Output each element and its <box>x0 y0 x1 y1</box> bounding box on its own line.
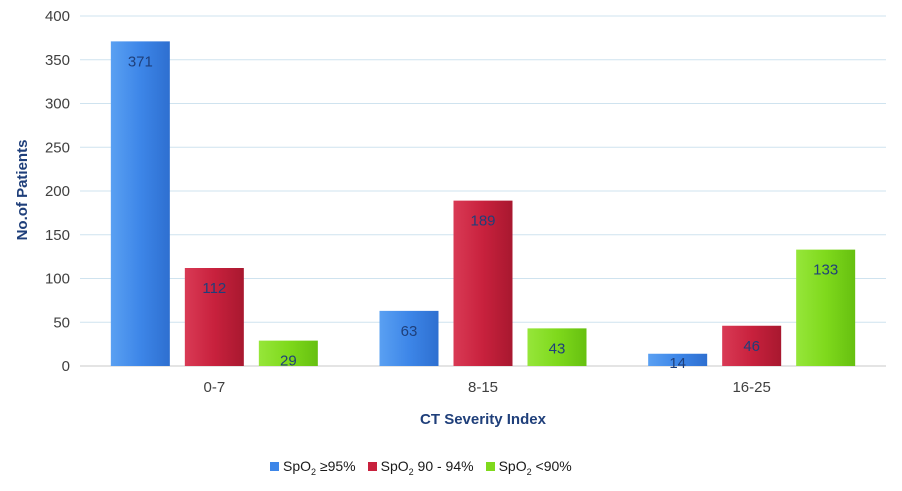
data-label: 14 <box>669 355 686 372</box>
bar <box>527 328 587 366</box>
y-tick-label: 50 <box>53 314 70 331</box>
data-label: 133 <box>813 262 838 279</box>
data-labels: 371 112 29 63 189 43 14 46 133 <box>128 53 838 371</box>
y-tick-label: 400 <box>45 8 70 25</box>
y-tick-label: 300 <box>45 96 70 113</box>
data-label: 112 <box>202 280 226 297</box>
y-tick-label: 0 <box>62 358 70 375</box>
y-axis-ticks: 0 50 100 150 200 250 300 350 400 <box>45 8 70 375</box>
legend-label: SpO2 <90% <box>498 458 572 477</box>
legend-item: SpO2 <90% <box>485 458 572 477</box>
x-tick-label: 16-25 <box>732 379 770 396</box>
legend-swatch <box>367 462 377 471</box>
bar <box>110 41 170 366</box>
data-label: 371 <box>128 53 153 70</box>
data-label: 29 <box>280 353 297 370</box>
legend-item: SpO2 ≥95% <box>270 458 356 477</box>
bar <box>648 353 708 366</box>
x-tick-label: 8-15 <box>468 379 498 396</box>
legend-label: SpO2 90 - 94% <box>380 458 474 477</box>
data-label: 46 <box>743 338 760 355</box>
bar <box>796 249 856 366</box>
x-axis-title: CT Severity Index <box>420 411 547 428</box>
x-axis-ticks: 0-7 8-15 16-25 <box>203 379 770 396</box>
legend-label: SpO2 ≥95% <box>283 458 356 477</box>
data-label: 63 <box>401 323 418 340</box>
y-tick-label: 100 <box>45 271 70 288</box>
legend-swatch <box>270 462 279 471</box>
bar <box>184 268 244 366</box>
data-label: 189 <box>470 213 495 230</box>
legend-item: SpO2 90 - 94% <box>367 458 474 477</box>
bar <box>722 325 782 366</box>
y-tick-label: 150 <box>45 227 70 244</box>
y-tick-label: 200 <box>45 183 70 200</box>
y-tick-label: 350 <box>45 52 70 69</box>
y-axis-title: No.of Patients <box>14 140 31 241</box>
y-tick-label: 250 <box>45 139 70 156</box>
bar <box>258 340 318 366</box>
x-tick-label: 0-7 <box>203 379 225 396</box>
bars <box>110 41 856 366</box>
bar <box>379 310 439 366</box>
data-label: 43 <box>549 340 566 357</box>
legend: SpO2 ≥95% SpO2 90 - 94% SpO2 <90% <box>270 458 584 477</box>
bar <box>453 200 513 366</box>
legend-swatch <box>485 462 495 471</box>
